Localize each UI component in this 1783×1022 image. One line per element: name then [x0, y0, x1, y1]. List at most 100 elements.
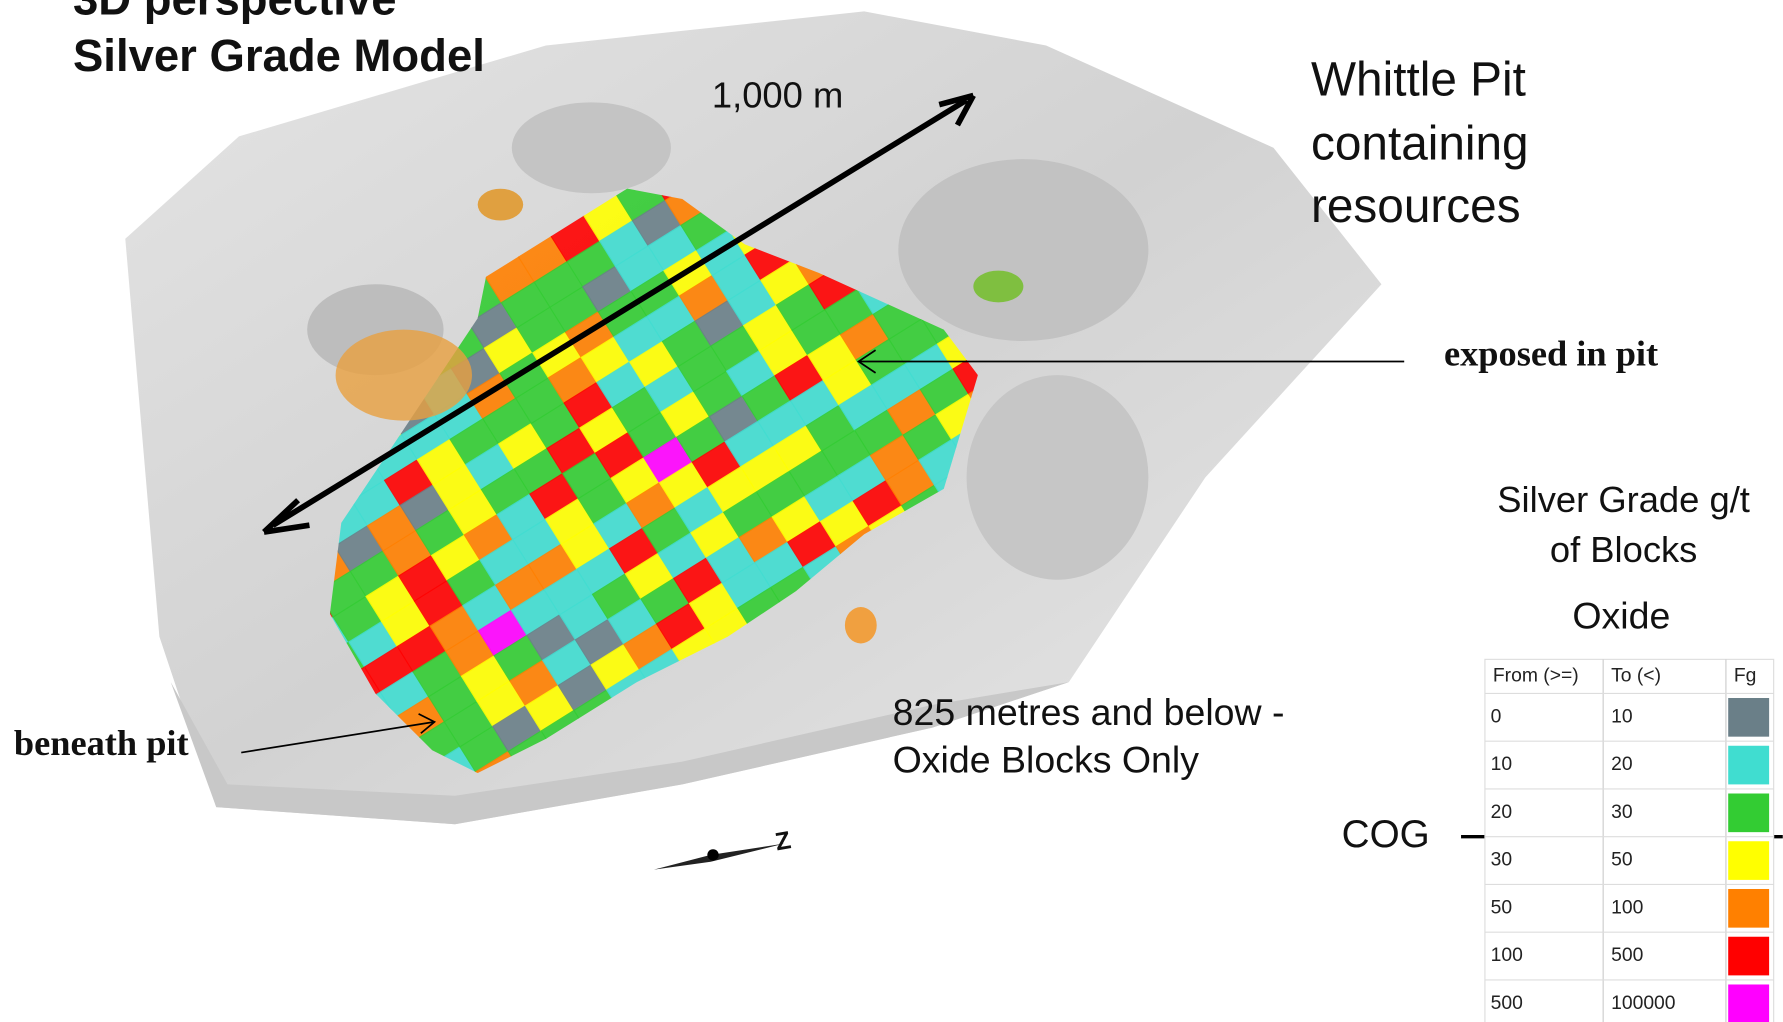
block	[722, 491, 773, 539]
block	[788, 450, 839, 498]
block	[804, 475, 855, 523]
block	[591, 573, 642, 621]
block	[677, 345, 728, 393]
block	[755, 470, 806, 518]
block	[646, 295, 697, 343]
block	[824, 288, 875, 336]
block	[509, 659, 560, 707]
block	[647, 224, 698, 272]
block	[624, 552, 675, 600]
block	[544, 497, 595, 545]
block	[758, 329, 809, 377]
block	[427, 675, 478, 723]
block	[688, 582, 739, 630]
block	[432, 463, 483, 511]
block	[494, 563, 545, 611]
block	[693, 370, 744, 418]
block	[771, 495, 822, 543]
block	[760, 258, 811, 306]
block	[512, 518, 563, 566]
legend-title: Silver Grade g/t	[1497, 479, 1750, 520]
block	[549, 285, 600, 334]
block	[708, 395, 759, 443]
block	[399, 484, 450, 532]
block	[351, 479, 402, 527]
block	[408, 862, 458, 909]
block	[547, 356, 598, 404]
color-swatch	[1728, 984, 1770, 1022]
block	[710, 324, 761, 372]
pit-shade	[966, 375, 1149, 580]
block	[447, 488, 498, 536]
block	[902, 413, 953, 461]
block	[691, 440, 742, 489]
block	[514, 377, 565, 425]
block	[852, 479, 903, 527]
block	[517, 235, 568, 283]
block	[836, 454, 887, 502]
block	[580, 336, 631, 384]
block	[497, 422, 548, 470]
block	[546, 427, 597, 475]
block	[888, 318, 939, 366]
block	[610, 456, 661, 504]
depth-note: 825 metres and below -	[893, 691, 1285, 733]
block	[557, 664, 608, 712]
pointer	[241, 721, 435, 754]
block	[493, 634, 544, 682]
compass-dot	[707, 849, 719, 861]
block	[707, 466, 758, 514]
block	[886, 388, 937, 436]
block	[529, 472, 580, 520]
block	[467, 301, 518, 349]
pit-label: containing	[1311, 117, 1529, 170]
block	[441, 842, 491, 889]
block	[672, 557, 724, 605]
block	[412, 650, 463, 698]
block	[614, 245, 665, 293]
cell: 500	[1611, 945, 1643, 966]
scale-label: 1,000 m	[712, 74, 843, 115]
color-swatch	[1728, 841, 1770, 880]
block	[772, 425, 823, 473]
pointer-head	[418, 713, 437, 734]
cog-label: COG	[1342, 813, 1430, 856]
block	[607, 598, 658, 646]
block	[705, 536, 756, 584]
scale-arrow	[271, 97, 969, 528]
block	[380, 600, 431, 648]
exposed-label: exposed in pit	[1444, 333, 1658, 373]
block	[527, 543, 578, 591]
block	[754, 541, 805, 589]
block	[379, 670, 430, 718]
block	[579, 406, 630, 454]
block	[558, 593, 610, 641]
color-swatch	[1728, 793, 1770, 833]
color-swatch	[1728, 936, 1770, 976]
block	[903, 343, 954, 391]
block	[430, 534, 481, 582]
block	[678, 274, 729, 322]
block	[524, 684, 575, 732]
block	[530, 402, 581, 450]
block	[628, 340, 679, 388]
cell: 100	[1611, 897, 1643, 918]
block	[641, 506, 692, 555]
block	[608, 527, 659, 575]
block	[627, 411, 678, 459]
block	[463, 513, 514, 561]
block	[332, 595, 383, 643]
pit-label: resources	[1311, 180, 1521, 233]
block	[329, 545, 352, 593]
block	[742, 304, 793, 352]
cell: 50	[1611, 850, 1632, 871]
block	[465, 443, 516, 491]
block	[483, 326, 534, 375]
block	[485, 256, 536, 304]
block	[869, 434, 920, 482]
block	[413, 579, 464, 627]
header-cell: To (<)	[1611, 666, 1661, 687]
block	[477, 609, 528, 657]
block	[727, 279, 778, 327]
header-cell: Fg	[1734, 666, 1757, 687]
